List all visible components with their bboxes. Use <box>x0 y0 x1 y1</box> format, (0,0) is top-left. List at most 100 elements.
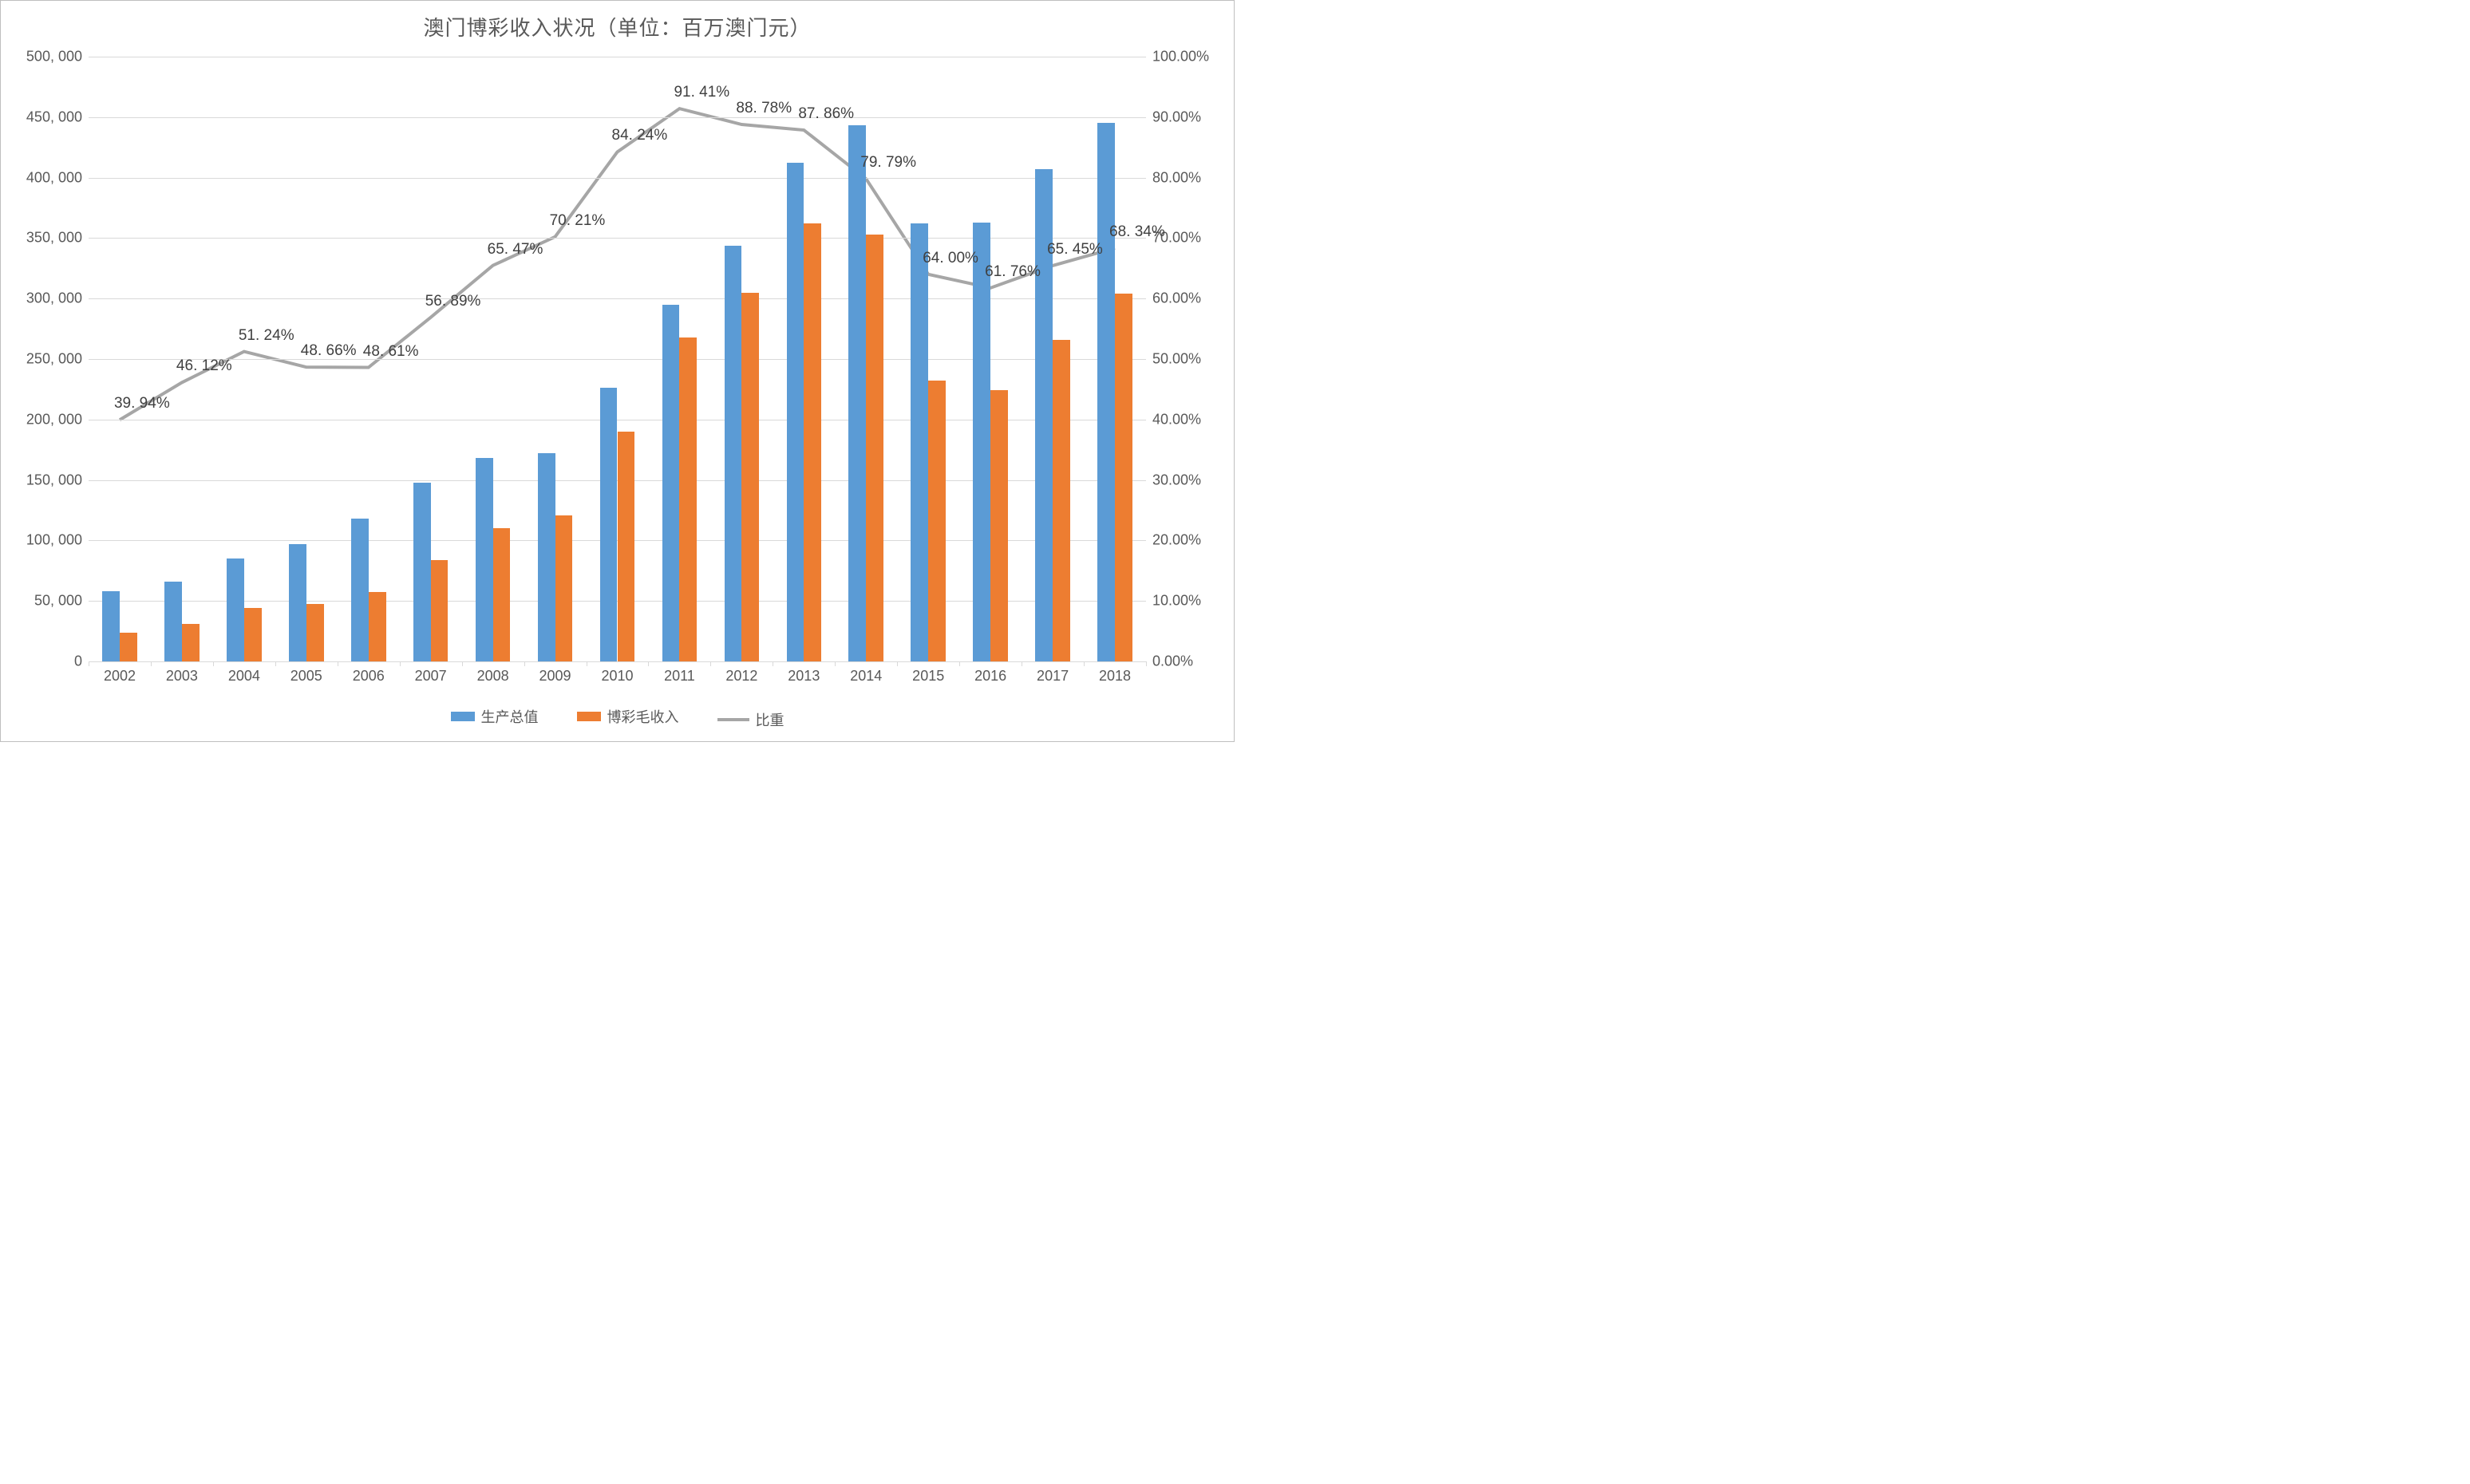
chart-title: 澳门博彩收入状况（单位：百万澳门元） <box>1 1 1234 41</box>
y-right-tick-label: 100.00% <box>1146 49 1209 65</box>
chart-container: 澳门博彩收入状况（单位：百万澳门元） 00.00%50, 00010.00%10… <box>0 0 1235 742</box>
legend-item-gdp: 生产总值 <box>451 706 539 727</box>
y-right-tick-label: 10.00% <box>1146 593 1201 610</box>
x-tick-label: 2008 <box>477 661 509 685</box>
line-data-label: 84. 24% <box>612 128 668 145</box>
y-left-tick-label: 100, 000 <box>26 532 89 549</box>
legend-swatch <box>451 712 475 721</box>
x-tick <box>710 661 711 666</box>
y-left-tick-label: 200, 000 <box>26 411 89 428</box>
bar-gaming <box>369 592 386 661</box>
bar-gaming <box>244 608 262 661</box>
line-data-label: 65. 47% <box>488 241 543 259</box>
bar-gdp <box>662 305 680 661</box>
bar-gaming <box>866 235 883 661</box>
gridline <box>89 178 1146 179</box>
x-tick-label: 2005 <box>290 661 322 685</box>
bar-gdp <box>538 453 555 661</box>
y-right-tick-label: 60.00% <box>1146 290 1201 307</box>
x-tick <box>275 661 276 666</box>
bar-gdp <box>289 544 306 661</box>
line-data-label: 87. 86% <box>798 105 854 123</box>
bar-gaming <box>618 432 635 661</box>
x-tick <box>462 661 463 666</box>
bar-gaming <box>120 633 137 661</box>
x-tick <box>1084 661 1085 666</box>
y-right-tick-label: 90.00% <box>1146 109 1201 125</box>
y-right-tick-label: 0.00% <box>1146 653 1193 670</box>
bar-gdp <box>848 125 866 661</box>
bar-gdp <box>973 223 990 661</box>
y-left-tick-label: 500, 000 <box>26 49 89 65</box>
bar-gdp <box>476 458 493 661</box>
legend-swatch <box>717 718 749 721</box>
line-data-label: 64. 00% <box>923 250 978 267</box>
y-left-tick-label: 350, 000 <box>26 230 89 247</box>
line-data-label: 48. 66% <box>301 342 357 360</box>
x-tick-label: 2006 <box>353 661 385 685</box>
bar-gdp <box>102 591 120 661</box>
bar-gaming <box>306 604 324 661</box>
legend-item-ratio: 比重 <box>717 709 784 730</box>
x-tick-label: 2016 <box>974 661 1006 685</box>
y-left-tick-label: 250, 000 <box>26 351 89 368</box>
gridline <box>89 117 1146 118</box>
bar-gdp <box>911 223 928 661</box>
y-left-tick-label: 450, 000 <box>26 109 89 125</box>
line-data-label: 91. 41% <box>674 84 729 101</box>
bar-gaming <box>431 560 449 661</box>
legend-label: 比重 <box>756 709 784 730</box>
line-data-label: 79. 79% <box>860 154 916 172</box>
x-tick-label: 2002 <box>104 661 136 685</box>
line-data-label: 56. 89% <box>425 293 481 310</box>
bar-gdp <box>413 483 431 661</box>
x-tick-label: 2007 <box>415 661 447 685</box>
x-tick <box>648 661 649 666</box>
line-data-label: 61. 76% <box>985 263 1041 281</box>
x-tick-label: 2010 <box>601 661 633 685</box>
x-tick-label: 2004 <box>228 661 260 685</box>
y-right-tick-label: 30.00% <box>1146 472 1201 488</box>
bar-gdp <box>227 558 244 661</box>
y-left-tick-label: 300, 000 <box>26 290 89 307</box>
x-tick-label: 2009 <box>539 661 571 685</box>
line-data-label: 70. 21% <box>550 212 606 230</box>
bar-gaming <box>493 528 511 661</box>
line-data-label: 65. 45% <box>1047 241 1103 259</box>
x-tick-label: 2003 <box>166 661 198 685</box>
plot-area: 00.00%50, 00010.00%100, 00020.00%150, 00… <box>89 57 1146 661</box>
x-tick <box>151 661 152 666</box>
x-tick <box>400 661 401 666</box>
line-data-label: 39. 94% <box>114 395 170 412</box>
line-data-label: 88. 78% <box>736 100 792 117</box>
x-tick-label: 2011 <box>664 661 695 685</box>
bar-gaming <box>555 515 573 661</box>
bar-gaming <box>679 337 697 661</box>
y-right-tick-label: 20.00% <box>1146 532 1201 549</box>
bar-gaming <box>804 223 821 661</box>
x-tick-label: 2018 <box>1099 661 1131 685</box>
legend-label: 博彩毛收入 <box>607 706 679 727</box>
x-tick-label: 2012 <box>725 661 757 685</box>
bar-gaming <box>928 381 946 661</box>
line-data-label: 48. 61% <box>363 343 419 361</box>
x-tick <box>213 661 214 666</box>
bar-gdp <box>787 163 804 661</box>
x-tick-label: 2013 <box>788 661 820 685</box>
bar-gaming <box>1053 340 1070 661</box>
x-tick-label: 2014 <box>850 661 882 685</box>
x-tick <box>897 661 898 666</box>
y-right-tick-label: 50.00% <box>1146 351 1201 368</box>
y-right-tick-label: 40.00% <box>1146 411 1201 428</box>
y-left-tick-label: 50, 000 <box>34 593 89 610</box>
line-data-label: 46. 12% <box>176 358 232 376</box>
x-tick <box>959 661 960 666</box>
x-tick-label: 2017 <box>1037 661 1069 685</box>
legend: 生产总值 博彩毛收入 比重 <box>1 706 1234 730</box>
bar-gdp <box>600 388 618 661</box>
legend-label: 生产总值 <box>481 706 539 727</box>
y-right-tick-label: 80.00% <box>1146 169 1201 186</box>
legend-item-gaming: 博彩毛收入 <box>577 706 679 727</box>
bar-gdp <box>725 246 742 662</box>
x-tick-label: 2015 <box>912 661 944 685</box>
